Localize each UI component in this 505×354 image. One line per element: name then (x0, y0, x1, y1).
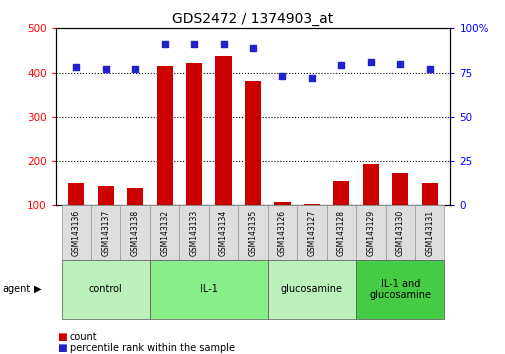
Text: GSM143128: GSM143128 (336, 210, 345, 256)
Bar (362, 164, 378, 205)
Text: control: control (89, 284, 122, 295)
Text: ■: ■ (57, 343, 66, 353)
Bar (127, 188, 143, 205)
Text: agent: agent (3, 284, 31, 293)
Point (72, 64, 80, 70)
Text: ■: ■ (57, 332, 66, 342)
Text: percentile rank within the sample: percentile rank within the sample (70, 343, 234, 353)
Bar (391, 173, 408, 205)
Text: GSM143129: GSM143129 (366, 210, 375, 256)
Bar (68, 183, 84, 205)
Point (131, 66, 139, 72)
Bar (244, 81, 261, 205)
Point (160, 41, 168, 47)
Bar (62, 260, 149, 319)
Text: GSM143136: GSM143136 (72, 210, 81, 256)
Bar (149, 205, 179, 260)
Bar (186, 63, 202, 205)
Bar (179, 205, 209, 260)
Point (278, 73, 286, 79)
Bar (91, 205, 120, 260)
Point (190, 41, 198, 47)
Text: glucosamine: glucosamine (280, 284, 342, 295)
Text: GSM143132: GSM143132 (160, 210, 169, 256)
Bar (421, 183, 437, 205)
Point (248, 45, 257, 51)
Text: GSM143130: GSM143130 (395, 210, 404, 256)
Bar (62, 205, 91, 260)
Text: GSM143135: GSM143135 (248, 210, 257, 256)
Point (219, 41, 227, 47)
Point (366, 59, 374, 65)
Bar (215, 56, 231, 205)
Bar (274, 202, 290, 205)
Bar (156, 66, 172, 205)
Text: count: count (70, 332, 97, 342)
Point (337, 63, 345, 68)
Bar (356, 205, 385, 260)
Text: GSM143126: GSM143126 (277, 210, 286, 256)
Bar (149, 260, 267, 319)
Point (307, 75, 315, 81)
Bar (120, 205, 149, 260)
Point (425, 66, 433, 72)
Text: GSM143127: GSM143127 (307, 210, 316, 256)
Bar (97, 186, 114, 205)
Bar (267, 260, 356, 319)
Text: ▶: ▶ (34, 284, 42, 293)
Bar (267, 205, 296, 260)
Bar (303, 204, 319, 205)
Bar (326, 205, 356, 260)
Bar (209, 205, 238, 260)
Bar (414, 205, 443, 260)
Bar (296, 205, 326, 260)
Bar (356, 260, 443, 319)
Bar (238, 205, 267, 260)
Point (395, 61, 403, 67)
Point (102, 66, 110, 72)
Text: GSM143131: GSM143131 (424, 210, 433, 256)
Text: IL-1: IL-1 (199, 284, 217, 295)
Text: GSM143138: GSM143138 (130, 210, 139, 256)
Text: GSM143134: GSM143134 (219, 210, 228, 256)
Text: GDS2472 / 1374903_at: GDS2472 / 1374903_at (172, 12, 333, 27)
Text: GSM143137: GSM143137 (101, 210, 110, 256)
Bar (385, 205, 414, 260)
Bar (333, 181, 349, 205)
Text: GSM143133: GSM143133 (189, 210, 198, 256)
Text: IL-1 and
glucosamine: IL-1 and glucosamine (369, 279, 430, 300)
